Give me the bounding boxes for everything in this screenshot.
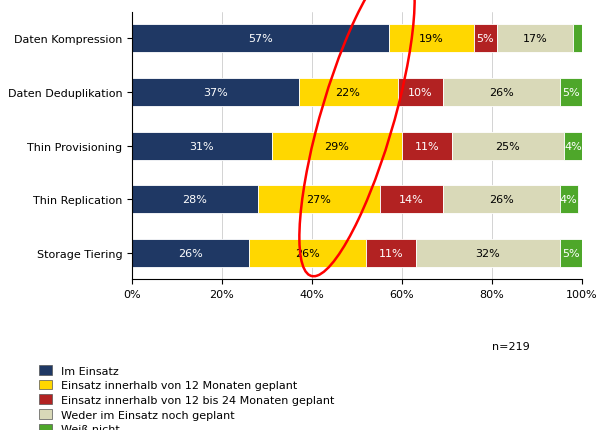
- Text: 19%: 19%: [419, 34, 443, 44]
- Bar: [398, 79, 443, 107]
- Legend: Im Einsatz, Einsatz innerhalb von 12 Monaten geplant, Einsatz innerhalb von 12 b: Im Einsatz, Einsatz innerhalb von 12 Mon…: [38, 365, 334, 430]
- Bar: [132, 25, 389, 53]
- Text: 11%: 11%: [379, 249, 403, 258]
- Text: 5%: 5%: [562, 88, 580, 98]
- Text: 5%: 5%: [476, 34, 494, 44]
- Text: 32%: 32%: [475, 249, 500, 258]
- Text: 26%: 26%: [295, 249, 320, 258]
- Text: 37%: 37%: [203, 88, 227, 98]
- Bar: [132, 79, 299, 107]
- Bar: [443, 186, 560, 214]
- Text: 25%: 25%: [496, 141, 520, 151]
- Text: 57%: 57%: [248, 34, 272, 44]
- Text: 4%: 4%: [564, 141, 582, 151]
- Text: 17%: 17%: [523, 34, 547, 44]
- Bar: [443, 79, 560, 107]
- Text: 26%: 26%: [488, 195, 514, 205]
- Bar: [560, 186, 577, 214]
- Text: 14%: 14%: [398, 195, 424, 205]
- Bar: [132, 186, 258, 214]
- Bar: [497, 25, 573, 53]
- Bar: [564, 132, 582, 160]
- Bar: [299, 79, 398, 107]
- Text: 31%: 31%: [190, 141, 214, 151]
- Bar: [474, 25, 497, 53]
- Text: 26%: 26%: [488, 88, 514, 98]
- Text: 22%: 22%: [335, 88, 361, 98]
- Text: 5%: 5%: [562, 249, 580, 258]
- Bar: [452, 132, 564, 160]
- Text: 29%: 29%: [325, 141, 349, 151]
- Bar: [560, 240, 582, 267]
- Text: n=219: n=219: [492, 341, 530, 351]
- Bar: [389, 25, 474, 53]
- Text: 28%: 28%: [182, 195, 208, 205]
- Bar: [573, 25, 582, 53]
- Text: 11%: 11%: [415, 141, 439, 151]
- Bar: [380, 186, 443, 214]
- Bar: [258, 186, 380, 214]
- Text: 10%: 10%: [407, 88, 433, 98]
- Bar: [132, 132, 271, 160]
- Bar: [402, 132, 452, 160]
- Bar: [249, 240, 366, 267]
- Text: 26%: 26%: [178, 249, 203, 258]
- Bar: [560, 79, 582, 107]
- Bar: [366, 240, 415, 267]
- Bar: [271, 132, 402, 160]
- Text: 4%: 4%: [560, 195, 577, 205]
- Text: 27%: 27%: [307, 195, 331, 205]
- Bar: [415, 240, 560, 267]
- Bar: [132, 240, 249, 267]
